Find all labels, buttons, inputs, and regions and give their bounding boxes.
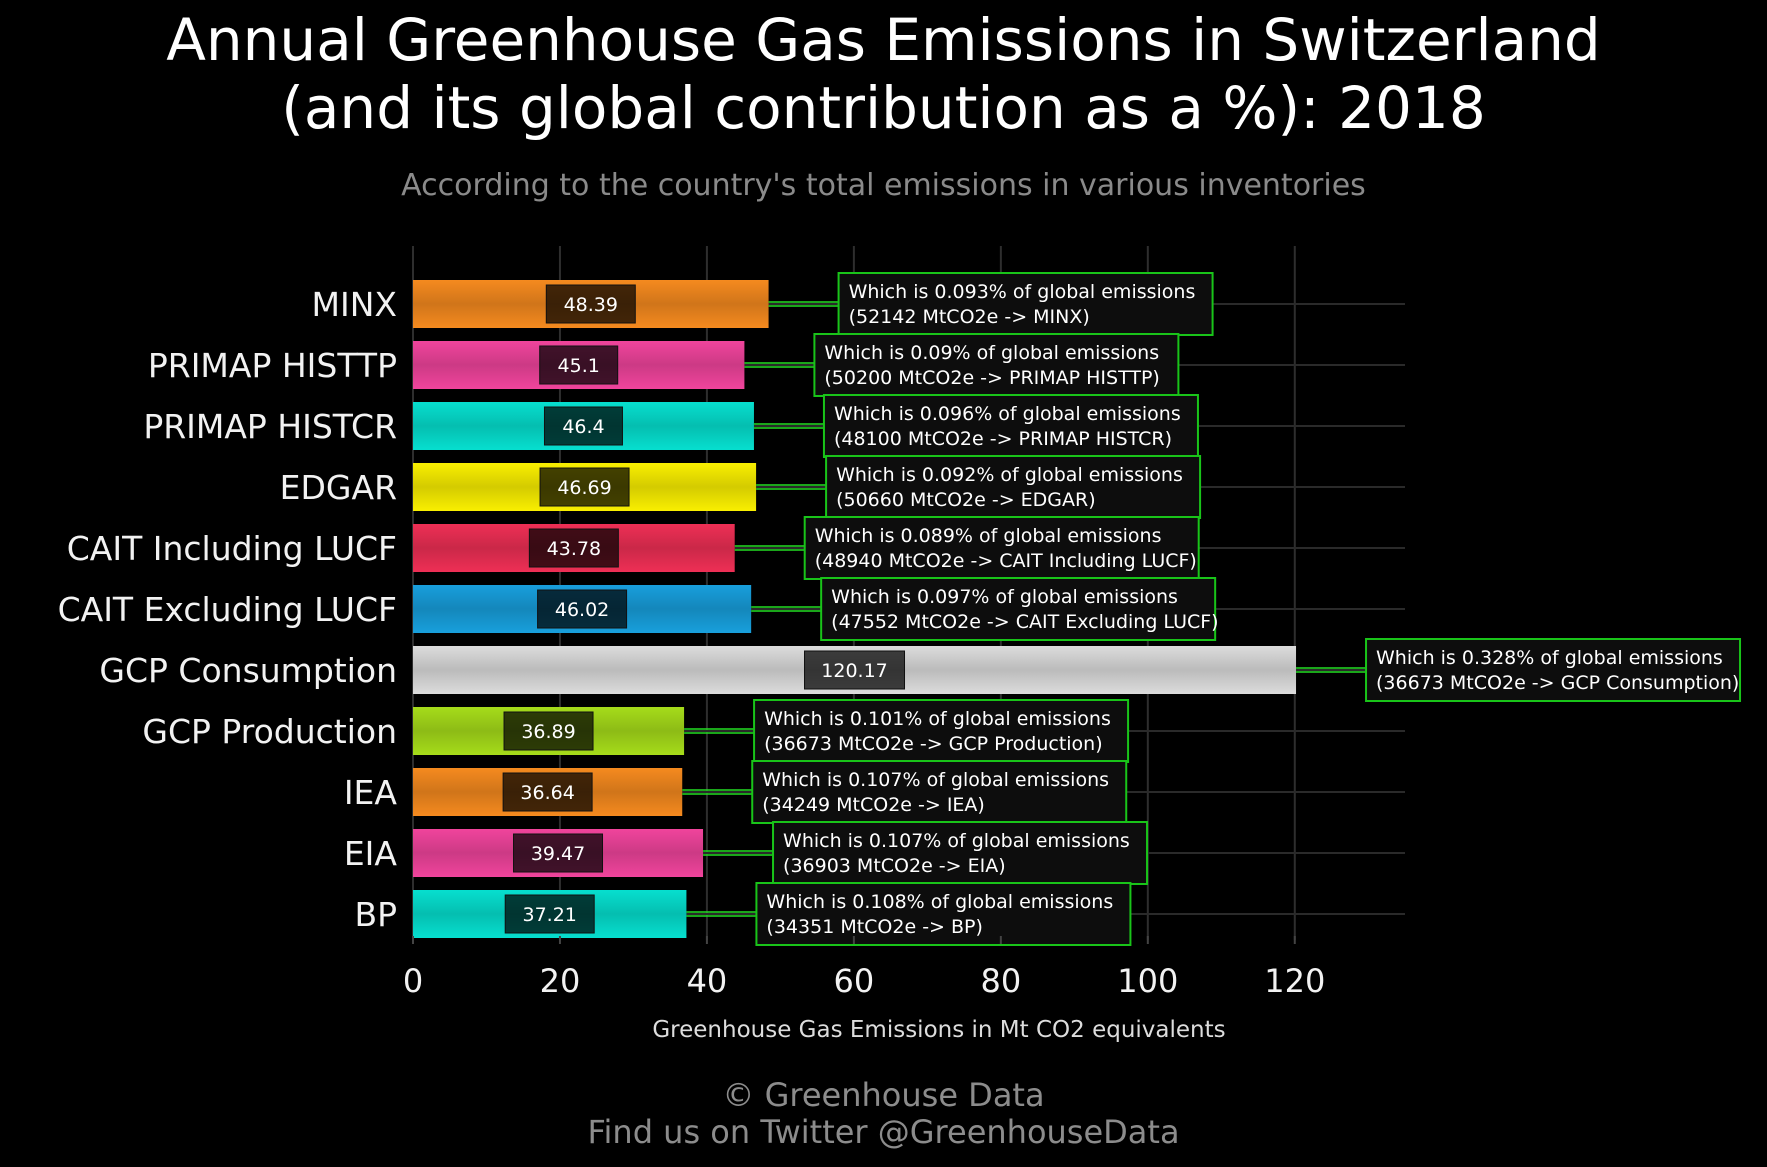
- value-label: 46.02: [555, 599, 609, 621]
- annotation-line1: Which is 0.101% of global emissions: [764, 708, 1111, 730]
- annotation-line1: Which is 0.108% of global emissions: [766, 891, 1113, 913]
- value-label-box: [804, 650, 906, 690]
- value-label: 45.1: [558, 355, 600, 377]
- annotation-line1: Which is 0.107% of global emissions: [762, 769, 1109, 791]
- value-label: 36.89: [521, 721, 575, 743]
- annotation-box: [772, 821, 1149, 885]
- category-label: GCP Production: [142, 712, 397, 751]
- chart-title: Annual Greenhouse Gas Emissions in Switz…: [0, 6, 1767, 142]
- category-label: IEA: [344, 773, 398, 812]
- category-label: EDGAR: [280, 468, 397, 507]
- annotation-line1: Which is 0.107% of global emissions: [783, 830, 1130, 852]
- chart-title-line1: Annual Greenhouse Gas Emissions in Switz…: [166, 6, 1601, 74]
- x-axis-label: Greenhouse Gas Emissions in Mt CO2 equiv…: [652, 1017, 1225, 1043]
- annotation-box: [803, 516, 1200, 580]
- annotation-line1: Which is 0.328% of global emissions: [1376, 647, 1723, 669]
- value-label-box: [543, 406, 623, 446]
- annotation-box: [1365, 638, 1742, 702]
- chart-title-line2: (and its global contribution as a %): 20…: [281, 74, 1486, 142]
- value-label: 120.17: [821, 660, 887, 682]
- annotation-line2: (50660 MtCO2e -> EDGAR): [836, 489, 1096, 511]
- annotation-box: [753, 699, 1130, 763]
- x-tick-label: 40: [687, 962, 728, 1000]
- category-label: CAIT Including LUCF: [67, 529, 397, 568]
- value-label: 43.78: [547, 538, 601, 560]
- annotation-box: [813, 333, 1180, 397]
- value-label: 46.69: [557, 477, 611, 499]
- annotation-line1: Which is 0.09% of global emissions: [824, 342, 1159, 364]
- value-label: 37.21: [523, 904, 577, 926]
- value-label-box: [502, 772, 593, 812]
- category-label: PRIMAP HISTTP: [148, 346, 397, 385]
- x-tick-label: 100: [1117, 962, 1178, 1000]
- annotation-box: [837, 272, 1214, 336]
- x-tick-label: 60: [834, 962, 875, 1000]
- annotation-box: [820, 577, 1217, 641]
- category-label: CAIT Excluding LUCF: [58, 590, 397, 629]
- copyright-footer: © Greenhouse Data: [722, 1076, 1045, 1114]
- category-label: BP: [354, 895, 397, 934]
- chart-subtitle: According to the country's total emissio…: [401, 168, 1366, 203]
- value-label-box: [539, 345, 619, 385]
- category-label: MINX: [312, 285, 398, 324]
- annotation-line2: (34351 MtCO2e -> BP): [766, 916, 983, 938]
- annotation-line1: Which is 0.092% of global emissions: [836, 464, 1183, 486]
- annotation-line2: (48940 MtCO2e -> CAIT Including LUCF): [815, 550, 1197, 572]
- x-tick-label: 0: [403, 962, 423, 1000]
- value-label-box: [503, 711, 594, 751]
- value-label-box: [537, 589, 628, 629]
- annotation-box: [755, 882, 1132, 946]
- annotation-box: [751, 760, 1128, 824]
- value-label-box: [513, 833, 604, 873]
- annotation-line1: Which is 0.093% of global emissions: [849, 281, 1196, 303]
- category-label: PRIMAP HISTCR: [143, 407, 397, 446]
- annotation-box: [822, 394, 1199, 458]
- annotation-line2: (34249 MtCO2e -> IEA): [762, 794, 985, 816]
- annotation-line2: (48100 MtCO2e -> PRIMAP HISTCR): [834, 428, 1172, 450]
- value-label-box: [504, 894, 595, 934]
- annotation-box: [825, 455, 1202, 519]
- value-label: 48.39: [564, 294, 618, 316]
- value-label-box: [528, 528, 619, 568]
- annotation-line2: (36673 MtCO2e -> GCP Production): [764, 733, 1103, 755]
- x-tick-label: 120: [1264, 962, 1325, 1000]
- x-tick-label: 80: [980, 962, 1021, 1000]
- annotation-line1: Which is 0.089% of global emissions: [815, 525, 1162, 547]
- value-label: 36.64: [520, 782, 574, 804]
- annotation-line1: Which is 0.096% of global emissions: [834, 403, 1181, 425]
- annotation-line2: (52142 MtCO2e -> MINX): [849, 306, 1090, 328]
- category-label: EIA: [344, 834, 398, 873]
- annotation-line1: Which is 0.097% of global emissions: [831, 586, 1178, 608]
- value-label: 39.47: [531, 843, 585, 865]
- annotation-line2: (36903 MtCO2e -> EIA): [783, 855, 1006, 877]
- annotation-line2: (36673 MtCO2e -> GCP Consumption): [1376, 672, 1739, 694]
- x-tick-label: 20: [540, 962, 581, 1000]
- annotation-line2: (50200 MtCO2e -> PRIMAP HISTTP): [824, 367, 1159, 389]
- value-label: 46.4: [562, 416, 604, 438]
- twitter-footer: Find us on Twitter @GreenhouseData: [587, 1113, 1180, 1151]
- value-label-box: [545, 284, 636, 324]
- category-label: GCP Consumption: [99, 651, 397, 690]
- value-label-box: [539, 467, 630, 507]
- annotation-line2: (47552 MtCO2e -> CAIT Excluding LUCF): [831, 611, 1218, 633]
